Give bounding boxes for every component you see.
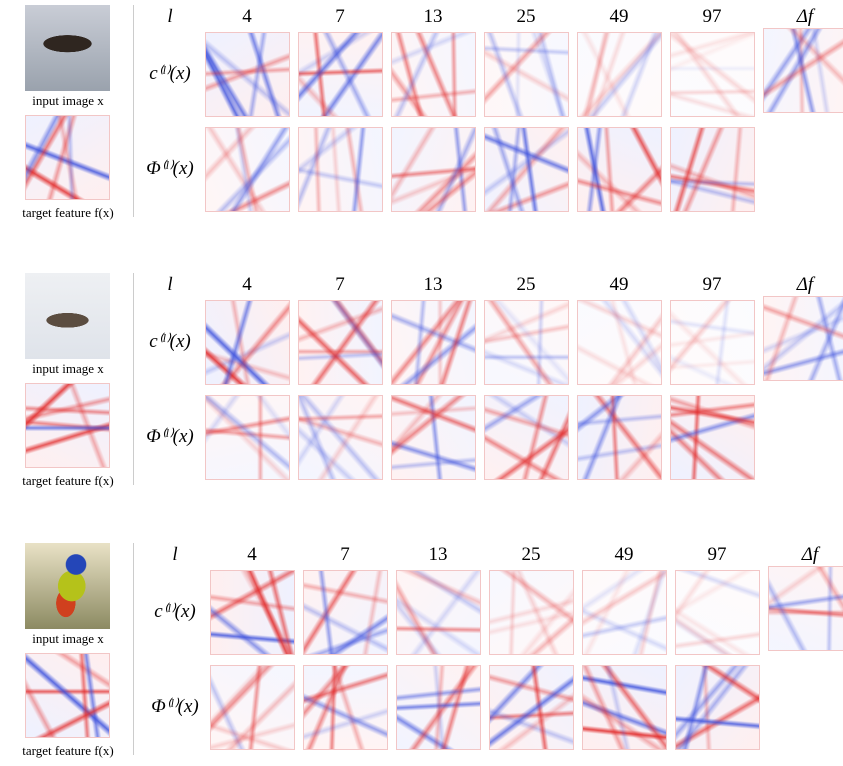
phi-heatmap	[205, 127, 290, 212]
c-heatmap	[391, 32, 476, 117]
c-heatmap	[582, 570, 667, 655]
column-header: 7	[335, 274, 345, 295]
phi-heatmap	[484, 395, 569, 480]
layer-label: l	[172, 544, 178, 565]
phi-heatmap	[205, 395, 290, 480]
c-heatmap	[205, 32, 290, 117]
column-header: 25	[521, 544, 541, 565]
column-header: 4	[242, 274, 252, 295]
c-heatmap	[484, 300, 569, 385]
separator	[133, 5, 134, 217]
input-label: input image x	[32, 631, 104, 646]
c-heatmap	[670, 32, 755, 117]
phi-heatmap	[298, 395, 383, 480]
input-photo	[25, 543, 110, 629]
target-heatmap	[25, 383, 110, 468]
phi-heatmap	[298, 127, 383, 212]
column-header: 13	[423, 6, 443, 27]
layer-label: l	[167, 6, 173, 27]
row-label: c⁽ˡ⁾(x)	[149, 331, 191, 352]
column-header: 13	[428, 544, 448, 565]
column-header: 25	[516, 274, 536, 295]
target-label: target feature f(x)	[22, 743, 114, 758]
row-label: c⁽ˡ⁾(x)	[149, 63, 191, 84]
phi-heatmap	[210, 665, 295, 750]
target-label: target feature f(x)	[22, 473, 114, 488]
row-label: c⁽ˡ⁾(x)	[154, 601, 196, 622]
column-header: 97	[702, 274, 722, 295]
c-heatmap	[391, 300, 476, 385]
input-label: input image x	[32, 93, 104, 108]
row-label: Φ⁽ˡ⁾(x)	[151, 696, 199, 717]
phi-heatmap	[582, 665, 667, 750]
phi-heatmap	[303, 665, 388, 750]
separator	[133, 273, 134, 485]
c-heatmap	[205, 300, 290, 385]
phi-heatmap	[489, 665, 574, 750]
column-header: 49	[609, 6, 629, 27]
delta-header: Δf	[796, 6, 814, 27]
delta-heatmap	[763, 28, 843, 113]
phi-heatmap	[675, 665, 760, 750]
phi-heatmap	[577, 127, 662, 212]
delta-header: Δf	[801, 544, 819, 565]
c-heatmap	[303, 570, 388, 655]
delta-header: Δf	[796, 274, 814, 295]
c-heatmap	[675, 570, 760, 655]
phi-heatmap	[484, 127, 569, 212]
column-header: 49	[614, 544, 634, 565]
target-heatmap	[25, 653, 110, 738]
column-header: 97	[707, 544, 727, 565]
column-header: 97	[702, 6, 722, 27]
delta-heatmap	[768, 566, 843, 651]
c-heatmap	[484, 32, 569, 117]
row-label: Φ⁽ˡ⁾(x)	[146, 426, 194, 447]
phi-heatmap	[391, 127, 476, 212]
input-photo	[25, 273, 110, 359]
c-heatmap	[396, 570, 481, 655]
c-heatmap	[670, 300, 755, 385]
separator	[133, 543, 134, 755]
target-heatmap	[25, 115, 110, 200]
c-heatmap	[298, 300, 383, 385]
column-header: 49	[609, 274, 629, 295]
c-heatmap	[577, 300, 662, 385]
column-header: 4	[247, 544, 257, 565]
input-label: input image x	[32, 361, 104, 376]
c-heatmap	[489, 570, 574, 655]
column-header: 13	[423, 274, 443, 295]
input-photo	[25, 5, 110, 91]
column-header: 25	[516, 6, 536, 27]
delta-heatmap	[763, 296, 843, 381]
column-header: 4	[242, 6, 252, 27]
c-heatmap	[298, 32, 383, 117]
row-label: Φ⁽ˡ⁾(x)	[146, 158, 194, 179]
phi-heatmap	[396, 665, 481, 750]
target-label: target feature f(x)	[22, 205, 114, 220]
c-heatmap	[577, 32, 662, 117]
phi-heatmap	[670, 127, 755, 212]
phi-heatmap	[391, 395, 476, 480]
c-heatmap	[210, 570, 295, 655]
phi-heatmap	[577, 395, 662, 480]
column-header: 7	[335, 6, 345, 27]
phi-heatmap	[670, 395, 755, 480]
layer-label: l	[167, 274, 173, 295]
column-header: 7	[340, 544, 350, 565]
